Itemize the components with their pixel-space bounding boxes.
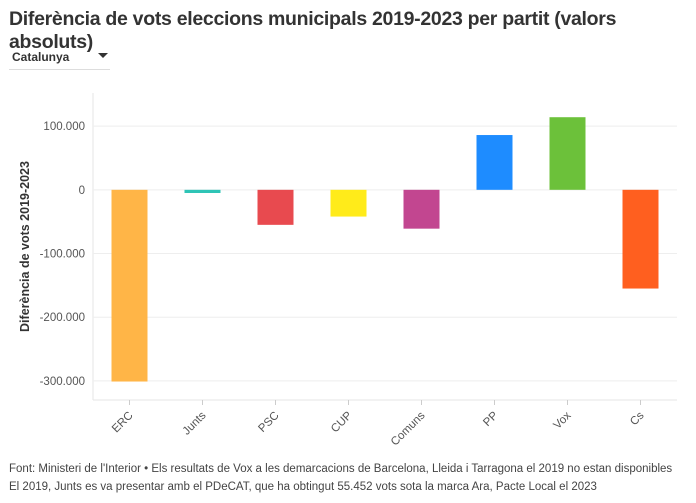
region-dropdown-value: Catalunya (12, 50, 70, 64)
caret-down-icon (98, 53, 108, 58)
y-axis-label: Diferència de vots 2019-2023 (18, 161, 32, 332)
x-tick-label: PSC (256, 410, 281, 435)
x-tick-label: ERC (110, 410, 136, 436)
x-tick-label: Vox (552, 409, 574, 431)
y-tick-label: 100.000 (43, 121, 85, 133)
footer-note: El 2019, Junts es va presentar amb el PD… (9, 481, 597, 493)
x-tick-label: Comuns (389, 409, 428, 448)
x-tick-label: CUP (329, 409, 355, 435)
y-tick-label: 0 (79, 185, 85, 197)
x-tick-label: Junts (181, 409, 209, 437)
x-tick-label: Cs (628, 409, 647, 428)
footer-source: Font: Ministeri de l'Interior • Els resu… (9, 463, 673, 475)
y-tick-label: -200.000 (40, 312, 85, 324)
x-tick-label: PP (481, 409, 501, 429)
chart-title: Diferència de vots eleccions municipals … (9, 8, 617, 53)
bar-junts (184, 189, 221, 193)
region-dropdown[interactable]: Catalunya (9, 48, 110, 70)
bar-vox (549, 117, 586, 190)
bar-psc (257, 189, 294, 225)
bar-erc (111, 189, 148, 382)
y-tick-label: -100.000 (40, 249, 85, 261)
y-tick-label: -300.000 (40, 376, 85, 388)
bar-pp (476, 135, 513, 190)
bar-cup (330, 189, 367, 217)
bar-cs (622, 189, 659, 289)
bar-comuns (403, 189, 440, 229)
